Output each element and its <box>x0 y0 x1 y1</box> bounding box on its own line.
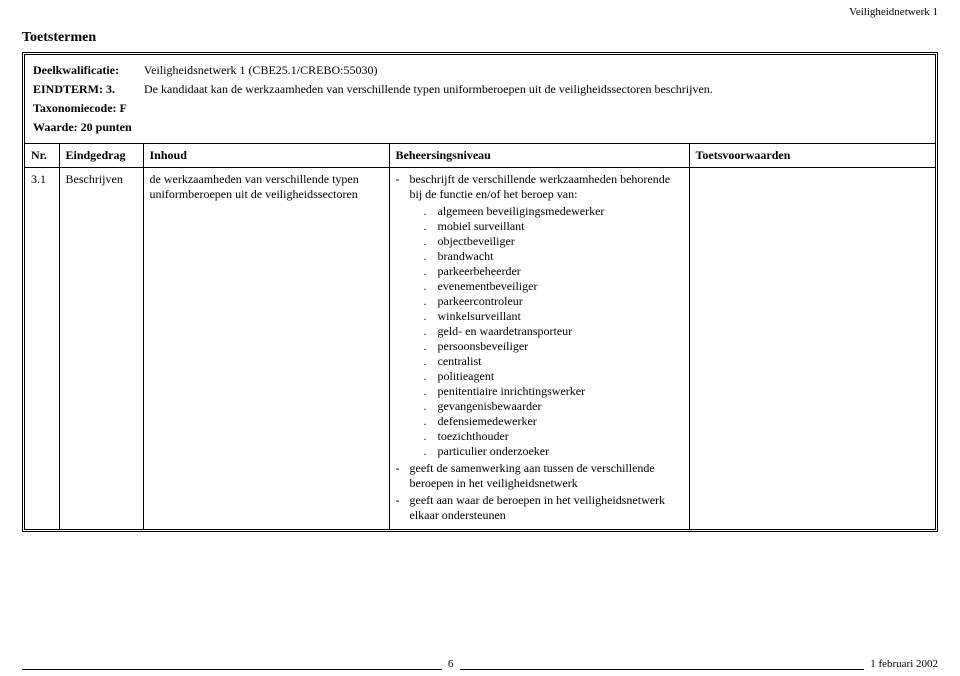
th-nr: Nr. <box>25 144 59 168</box>
meta-label: Waarde: 20 punten <box>33 120 141 135</box>
cell-toets <box>689 168 935 530</box>
meta-taxonomie: Taxonomiecode: F <box>33 101 927 116</box>
th-beheer: Beheersingsniveau <box>389 144 689 168</box>
beheer-subitem: toezichthouder <box>424 429 683 444</box>
content-frame: Deelkwalificatie: Veiligheidsnetwerk 1 (… <box>22 52 938 532</box>
cell-inhoud: de werkzaamheden van verschillende typen… <box>143 168 389 530</box>
beheer-lead-text: beschrijft de verschillende werkzaamhede… <box>410 172 671 201</box>
footer-date: 1 februari 2002 <box>864 658 938 670</box>
beheer-subitem: gevangenisbewaarder <box>424 399 683 414</box>
beheer-lead: geeft aan waar de beroepen in het veilig… <box>396 493 683 523</box>
meta-value: Veiligheidsnetwerk 1 (CBE25.1/CREBO:5503… <box>144 63 378 77</box>
beheer-subitem: evenementbeveiliger <box>424 279 683 294</box>
table-row: 3.1 Beschrijven de werkzaamheden van ver… <box>25 168 935 530</box>
page: Veiligheidnetwerk 1 Toetstermen Deelkwal… <box>0 0 960 676</box>
beheer-subitem: parkeercontroleur <box>424 294 683 309</box>
table-header-row: Nr. Eindgedrag Inhoud Beheersingsniveau … <box>25 144 935 168</box>
beheer-subitem: geld- en waardetransporteur <box>424 324 683 339</box>
cell-eindgedrag: Beschrijven <box>59 168 143 530</box>
th-inhoud: Inhoud <box>143 144 389 168</box>
beheer-subitem: brandwacht <box>424 249 683 264</box>
page-title: Toetstermen <box>22 30 938 46</box>
beheer-lead: geeft de samenwerking aan tussen de vers… <box>396 461 683 491</box>
meta-value: De kandidaat kan de werkzaamheden van ve… <box>144 82 713 96</box>
beheer-subitem: winkelsurveillant <box>424 309 683 324</box>
page-number: 6 <box>442 658 460 670</box>
footer-rule-right <box>460 669 865 670</box>
page-footer: 6 1 februari 2002 <box>22 658 938 670</box>
beheer-subitem: centralist <box>424 354 683 369</box>
beheer-subitem: politieagent <box>424 369 683 384</box>
meta-label: Taxonomiecode: F <box>33 101 141 116</box>
cell-beheer: beschrijft de verschillende werkzaamhede… <box>389 168 689 530</box>
beheer-subitem: parkeerbeheerder <box>424 264 683 279</box>
terms-table: Nr. Eindgedrag Inhoud Beheersingsniveau … <box>25 143 935 529</box>
beheer-subitem: penitentiaire inrichtingswerker <box>424 384 683 399</box>
beheer-subitem: objectbeveiliger <box>424 234 683 249</box>
meta-waarde: Waarde: 20 punten <box>33 120 927 135</box>
beheer-subitem: particulier onderzoeker <box>424 444 683 459</box>
beheer-subitem: persoonsbeveiliger <box>424 339 683 354</box>
meta-label: EINDTERM: 3. <box>33 82 141 97</box>
cell-nr: 3.1 <box>25 168 59 530</box>
th-eindgedrag: Eindgedrag <box>59 144 143 168</box>
beheer-subitem: mobiel surveillant <box>424 219 683 234</box>
beheer-lead: beschrijft de verschillende werkzaamhede… <box>396 172 683 459</box>
meta-deelkwalificatie: Deelkwalificatie: Veiligheidsnetwerk 1 (… <box>33 63 927 78</box>
beheer-subitem: algemeen beveiligingsmedewerker <box>424 204 683 219</box>
footer-rule-left <box>22 669 442 670</box>
beheer-subitems: algemeen beveiligingsmedewerkermobiel su… <box>424 204 683 459</box>
beheer-subitem: defensiemedewerker <box>424 414 683 429</box>
th-toets: Toetsvoorwaarden <box>689 144 935 168</box>
running-header: Veiligheidnetwerk 1 <box>849 6 938 18</box>
meta-label: Deelkwalificatie: <box>33 63 141 78</box>
meta-eindterm: EINDTERM: 3. De kandidaat kan de werkzaa… <box>33 82 927 97</box>
meta-block: Deelkwalificatie: Veiligheidsnetwerk 1 (… <box>25 55 935 143</box>
content-frame-inner: Deelkwalificatie: Veiligheidsnetwerk 1 (… <box>24 54 936 530</box>
